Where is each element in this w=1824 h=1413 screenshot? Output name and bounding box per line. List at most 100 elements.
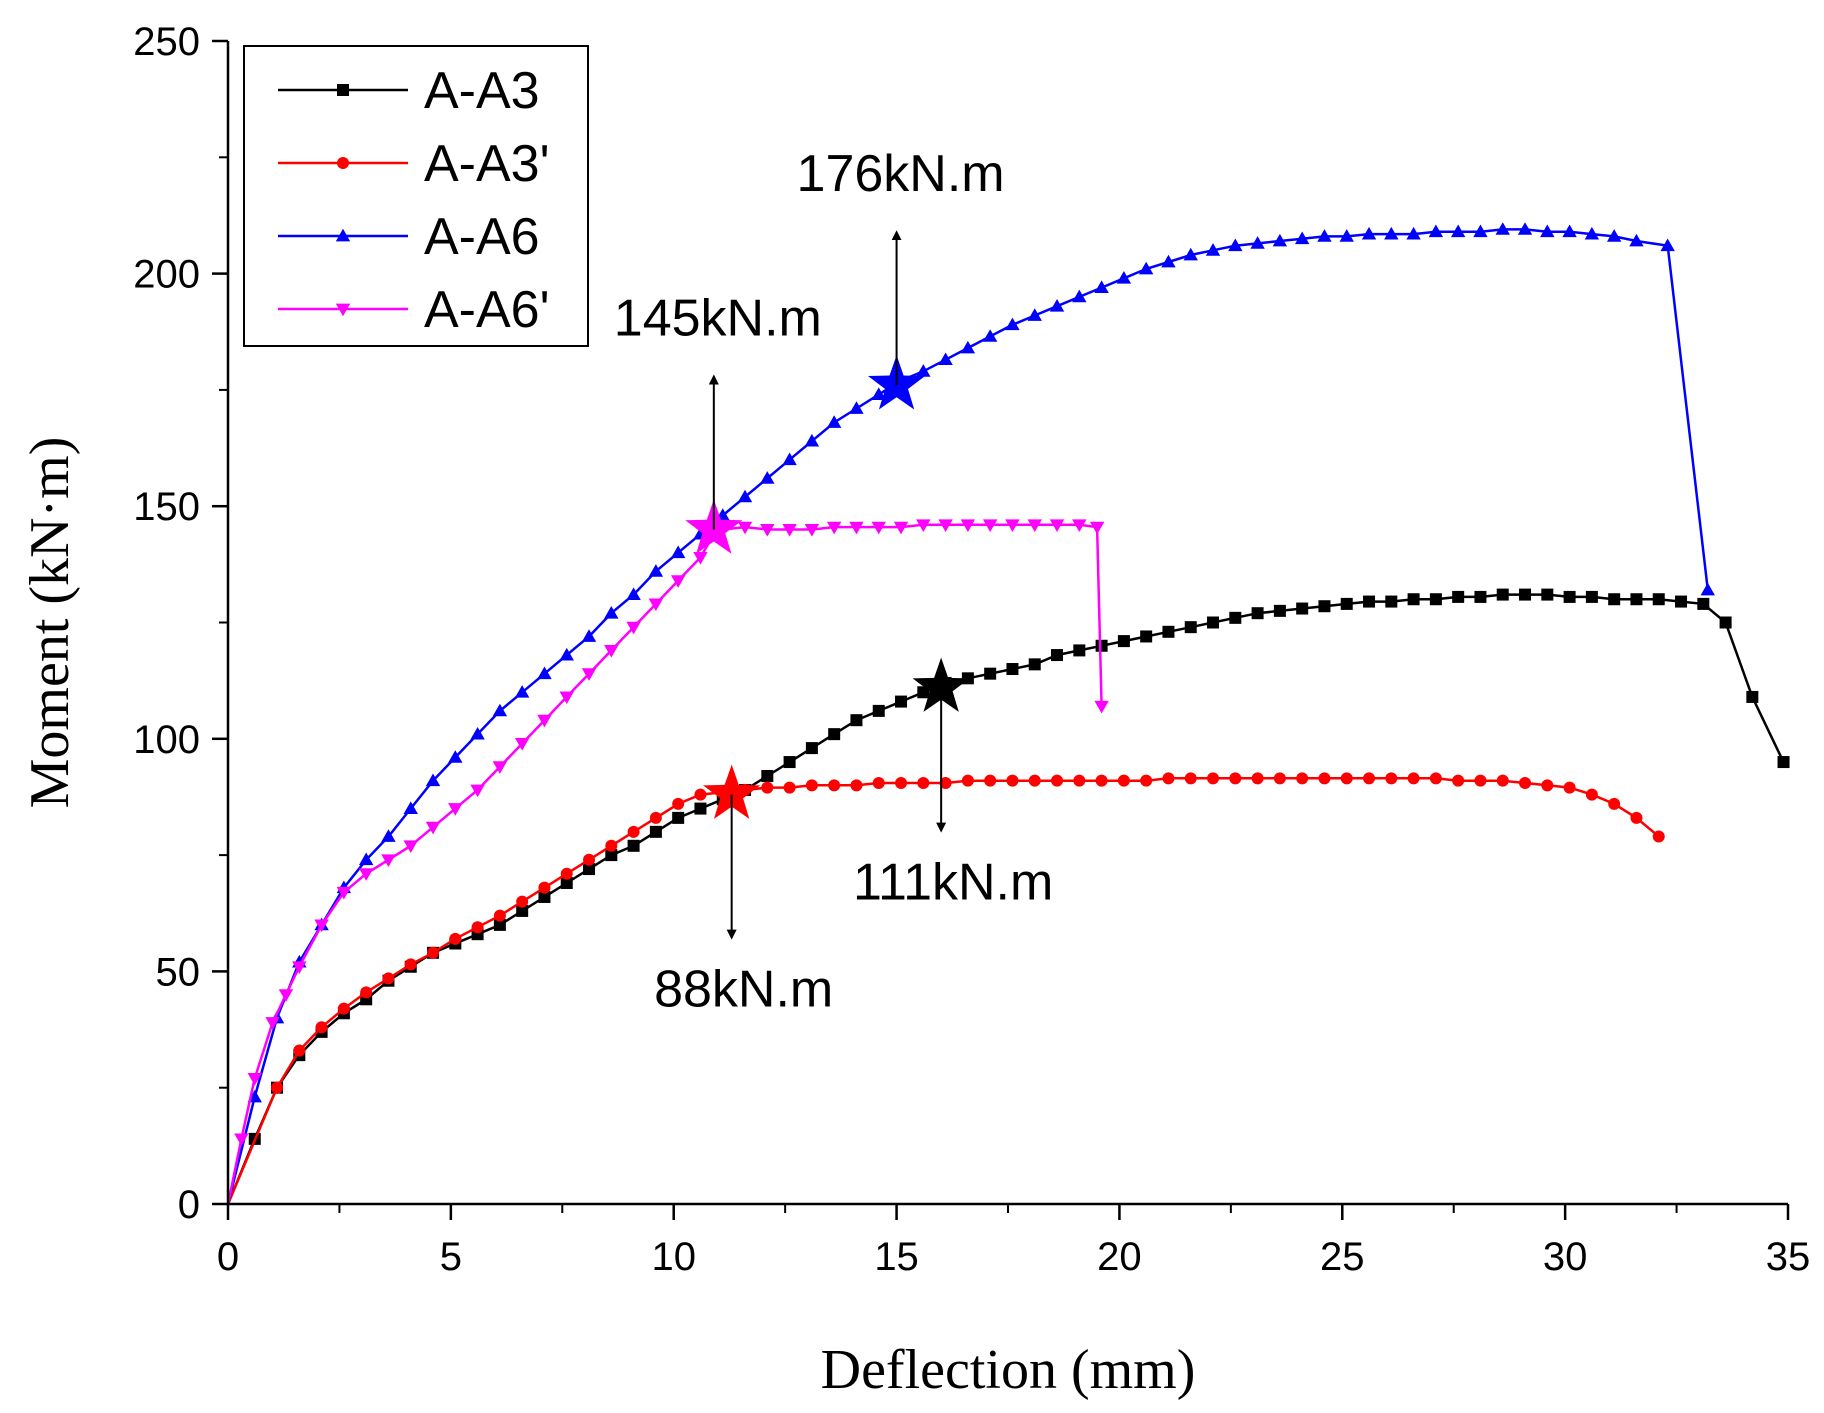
data-point <box>1294 231 1310 245</box>
data-point <box>1318 772 1331 785</box>
data-point <box>1228 238 1243 252</box>
data-point <box>849 401 864 414</box>
data-point <box>1585 788 1598 801</box>
data-point <box>984 667 997 680</box>
data-point <box>1540 224 1555 238</box>
data-point <box>1517 222 1533 235</box>
data-point <box>1207 772 1220 785</box>
data-point <box>1384 226 1399 240</box>
data-point <box>737 521 753 535</box>
axes-layer: 0 5 10 15 20 25 30 35 0 50 100 150 200 250 <box>133 20 1810 1279</box>
data-point <box>514 685 530 698</box>
data-point <box>427 946 440 959</box>
data-point <box>694 788 707 801</box>
data-point <box>1407 772 1420 785</box>
data-point <box>581 668 597 681</box>
data-point <box>828 728 841 741</box>
y-tick-label: 250 <box>133 20 200 64</box>
legend-swatch-marker <box>337 157 349 169</box>
data-point <box>559 691 574 705</box>
data-point <box>1051 774 1064 787</box>
legend-swatch-marker <box>335 228 351 242</box>
data-point <box>1519 588 1532 601</box>
legend-label: A-A6' <box>424 281 550 339</box>
legend-box <box>243 45 589 347</box>
data-point <box>1116 271 1132 284</box>
data-point <box>871 521 886 535</box>
data-point <box>1429 772 1442 785</box>
data-point <box>1072 519 1087 533</box>
data-point <box>1183 247 1198 261</box>
data-point <box>1363 772 1376 785</box>
data-point <box>1697 597 1710 610</box>
data-point <box>1006 663 1019 676</box>
y-tick-label: 150 <box>133 485 200 529</box>
x-tick-label: 20 <box>1097 1235 1142 1279</box>
annotation-145: 145kN.m <box>614 289 822 554</box>
data-point <box>1317 229 1332 242</box>
series-line <box>226 593 1785 1205</box>
data-point <box>1207 616 1220 629</box>
data-point <box>358 852 374 866</box>
data-point <box>1452 774 1465 787</box>
data-point <box>1406 226 1421 240</box>
data-point <box>917 686 930 699</box>
data-point <box>538 890 551 903</box>
data-point <box>1094 700 1109 714</box>
data-point <box>1251 607 1264 620</box>
data-point <box>648 598 664 612</box>
data-point <box>1428 224 1444 238</box>
x-tick-label: 0 <box>217 1235 239 1279</box>
annotation-label: 111kN.m <box>853 854 1053 912</box>
legend-item: A-A3 <box>278 62 540 120</box>
data-point <box>672 811 685 824</box>
y-tick-label: 0 <box>178 1183 200 1227</box>
data-point <box>1117 635 1130 648</box>
data-point <box>1474 774 1487 787</box>
data-point <box>234 1133 249 1147</box>
data-point <box>895 776 908 789</box>
series-line <box>226 228 1710 1205</box>
data-point <box>1340 597 1353 610</box>
data-point <box>560 867 573 880</box>
data-point <box>382 972 395 985</box>
data-point <box>1027 308 1042 321</box>
data-point <box>381 854 396 867</box>
y-axis-title: Moment (kN·m) <box>19 437 81 809</box>
data-point <box>1385 595 1398 608</box>
data-point <box>1429 593 1442 606</box>
data-point <box>1541 779 1554 792</box>
data-point <box>1251 772 1264 785</box>
data-point <box>1089 521 1105 535</box>
data-point <box>960 340 976 354</box>
data-point <box>1629 233 1644 247</box>
data-point <box>315 1021 328 1034</box>
annotation-176: 176kN.m <box>797 145 1005 410</box>
legend-swatch-marker <box>335 303 351 317</box>
data-point <box>761 770 774 783</box>
data-point <box>783 781 796 794</box>
data-point <box>1700 582 1715 596</box>
data-point <box>1028 658 1041 671</box>
data-point <box>514 738 530 751</box>
legend-item: A-A3' <box>278 135 550 193</box>
data-point <box>1719 616 1732 629</box>
y-tick-label: 200 <box>133 253 200 297</box>
data-point <box>1450 224 1466 238</box>
data-point <box>1339 229 1354 242</box>
data-point <box>403 801 418 814</box>
data-point <box>1361 226 1377 240</box>
data-point <box>1519 776 1532 789</box>
data-point <box>559 647 574 661</box>
peak-star-marker <box>912 657 970 712</box>
data-point <box>1296 602 1309 615</box>
data-point <box>470 726 485 740</box>
data-point <box>1027 519 1042 533</box>
data-point <box>895 695 908 708</box>
y-tick-label: 50 <box>156 950 201 994</box>
data-point <box>1162 772 1175 785</box>
data-point <box>1652 830 1665 843</box>
x-tick-label: 10 <box>651 1235 696 1279</box>
data-point <box>1630 811 1643 824</box>
